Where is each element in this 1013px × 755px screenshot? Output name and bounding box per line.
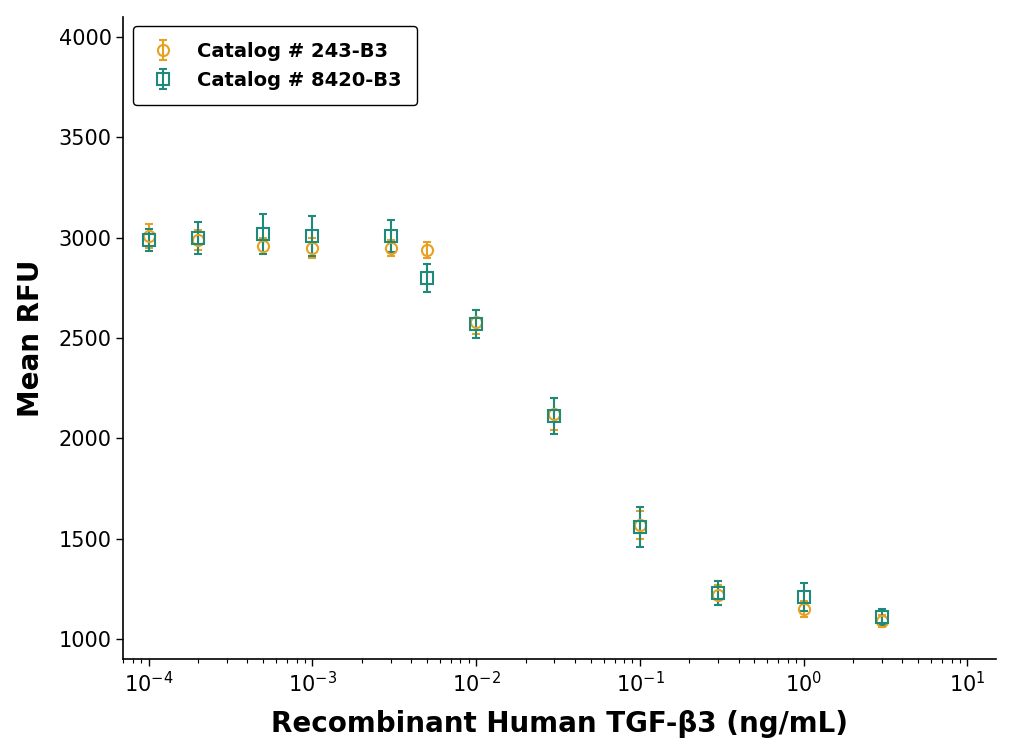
- Y-axis label: Mean RFU: Mean RFU: [16, 260, 45, 417]
- Legend: Catalog # 243-B3, Catalog # 8420-B3: Catalog # 243-B3, Catalog # 8420-B3: [133, 26, 417, 105]
- X-axis label: Recombinant Human TGF-β3 (ng/mL): Recombinant Human TGF-β3 (ng/mL): [271, 710, 848, 738]
